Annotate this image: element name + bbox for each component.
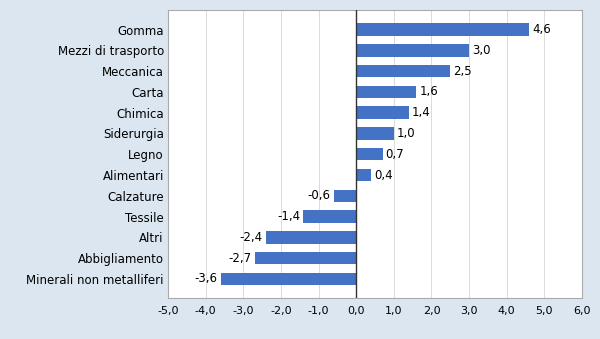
Bar (356, 65, 450, 77)
Bar (356, 44, 469, 57)
Text: -2,4: -2,4 (240, 231, 263, 244)
Text: -1,4: -1,4 (277, 210, 301, 223)
Text: 1,4: 1,4 (412, 106, 431, 119)
Bar (334, 190, 356, 202)
Bar (356, 169, 371, 181)
Bar (356, 127, 394, 140)
Bar (356, 106, 409, 119)
Text: 1,6: 1,6 (419, 85, 438, 98)
Text: 0,4: 0,4 (374, 168, 393, 182)
Text: 3,0: 3,0 (472, 44, 491, 57)
Text: -0,6: -0,6 (308, 189, 331, 202)
Text: 4,6: 4,6 (532, 23, 551, 36)
Bar (356, 148, 383, 160)
Text: -2,7: -2,7 (229, 252, 251, 265)
Bar (221, 273, 356, 285)
Bar (266, 231, 356, 244)
Text: -3,6: -3,6 (194, 273, 218, 285)
Bar (304, 211, 356, 223)
Bar (356, 86, 416, 98)
Text: 1,0: 1,0 (397, 127, 415, 140)
Bar (356, 23, 529, 36)
Text: 2,5: 2,5 (453, 65, 472, 78)
Bar (254, 252, 356, 264)
Text: 0,7: 0,7 (386, 148, 404, 161)
